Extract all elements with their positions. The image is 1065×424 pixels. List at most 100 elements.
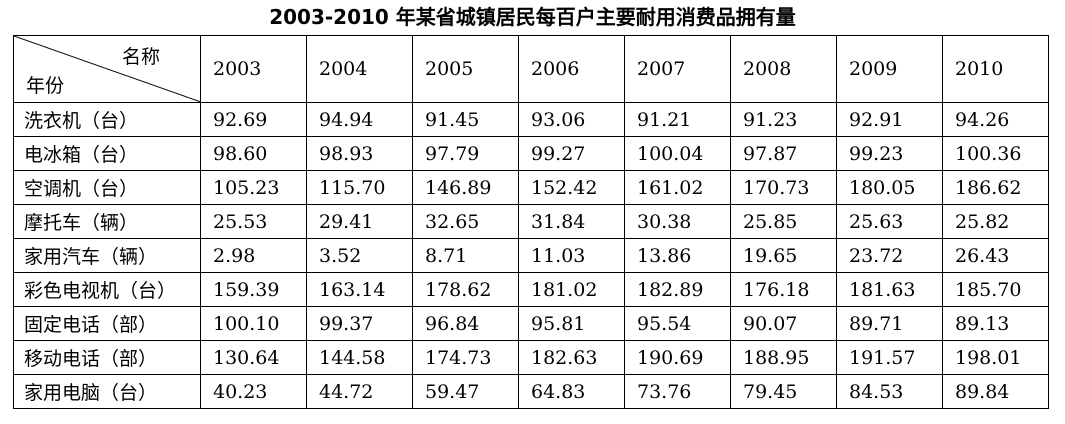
value-cell: 185.70 — [942, 272, 1049, 307]
value-cell: 11.03 — [518, 238, 625, 273]
value-cell: 115.70 — [306, 170, 413, 205]
table-row: 摩托车（辆） 25.53 29.41 32.65 31.84 30.38 25.85 25.6… — [13, 204, 1049, 239]
table-row: 洗衣机（台） 92.69 94.94 91.45 93.06 91.21 91.23 92.9… — [13, 102, 1049, 137]
value-cell: 91.45 — [412, 102, 519, 137]
value-cell: 186.62 — [942, 170, 1049, 205]
value-cell: 92.69 — [200, 102, 307, 137]
row-label: 摩托车（辆） — [13, 204, 201, 239]
value-cell: 96.84 — [412, 306, 519, 341]
value-cell: 25.85 — [730, 204, 837, 239]
value-cell: 94.94 — [306, 102, 413, 137]
value-cell: 182.89 — [624, 272, 731, 307]
value-cell: 100.04 — [624, 136, 731, 171]
value-cell: 94.26 — [942, 102, 1049, 137]
value-cell: 73.76 — [624, 374, 731, 409]
value-cell: 95.81 — [518, 306, 625, 341]
value-cell: 163.14 — [306, 272, 413, 307]
value-cell: 32.65 — [412, 204, 519, 239]
value-cell: 90.07 — [730, 306, 837, 341]
header-row: 名称 年份 2003 2004 2005 2006 2007 2008 2009… — [13, 35, 1049, 103]
value-cell: 91.23 — [730, 102, 837, 137]
value-cell: 23.72 — [836, 238, 943, 273]
row-label: 空调机（台） — [13, 170, 201, 205]
value-cell: 93.06 — [518, 102, 625, 137]
value-cell: 159.39 — [200, 272, 307, 307]
value-cell: 84.53 — [836, 374, 943, 409]
row-label: 移动电话（部） — [13, 340, 201, 375]
row-label: 彩色电视机（台） — [13, 272, 201, 307]
row-label: 家用电脑（台） — [13, 374, 201, 409]
value-cell: 98.60 — [200, 136, 307, 171]
table-row: 电冰箱（台） 98.60 98.93 97.79 99.27 100.04 97.87 99.… — [13, 136, 1049, 171]
value-cell: 8.71 — [412, 238, 519, 273]
value-cell: 180.05 — [836, 170, 943, 205]
value-cell: 26.43 — [942, 238, 1049, 273]
value-cell: 190.69 — [624, 340, 731, 375]
table-row: 家用电脑（台） 40.23 44.72 59.47 64.83 73.76 79.45 84.… — [13, 374, 1049, 409]
value-cell: 161.02 — [624, 170, 731, 205]
value-cell: 95.54 — [624, 306, 731, 341]
diagonal-line — [14, 36, 201, 102]
year-header: 2006 — [518, 35, 625, 103]
value-cell: 89.13 — [942, 306, 1049, 341]
table-row: 移动电话（部） 130.64 144.58 174.73 182.63 190.69 188… — [13, 340, 1049, 375]
corner-cell: 名称 年份 — [13, 35, 201, 103]
value-cell: 91.21 — [624, 102, 731, 137]
year-header: 2008 — [730, 35, 837, 103]
year-header: 2003 — [200, 35, 307, 103]
value-cell: 176.18 — [730, 272, 837, 307]
year-header: 2005 — [412, 35, 519, 103]
row-label: 固定电话（部） — [13, 306, 201, 341]
row-label: 洗衣机（台） — [13, 102, 201, 137]
value-cell: 99.23 — [836, 136, 943, 171]
value-cell: 170.73 — [730, 170, 837, 205]
value-cell: 174.73 — [412, 340, 519, 375]
value-cell: 100.10 — [200, 306, 307, 341]
data-table: 名称 年份 2003 2004 2005 2006 2007 2008 2009… — [13, 35, 1049, 409]
corner-top-label: 名称 — [121, 46, 160, 68]
corner-bottom-label: 年份 — [26, 75, 65, 97]
value-cell: 30.38 — [624, 204, 731, 239]
value-cell: 181.02 — [518, 272, 625, 307]
year-header: 2009 — [836, 35, 943, 103]
value-cell: 64.83 — [518, 374, 625, 409]
value-cell: 191.57 — [836, 340, 943, 375]
value-cell: 89.84 — [942, 374, 1049, 409]
value-cell: 25.82 — [942, 204, 1049, 239]
value-cell: 2.98 — [200, 238, 307, 273]
table-row: 家用汽车（辆） 2.98 3.52 8.71 11.03 13.86 19.65 23.72 2… — [13, 238, 1049, 273]
value-cell: 100.36 — [942, 136, 1049, 171]
value-cell: 79.45 — [730, 374, 837, 409]
value-cell: 105.23 — [200, 170, 307, 205]
value-cell: 99.27 — [518, 136, 625, 171]
value-cell: 97.87 — [730, 136, 837, 171]
value-cell: 59.47 — [412, 374, 519, 409]
row-label: 电冰箱（台） — [13, 136, 201, 171]
value-cell: 25.63 — [836, 204, 943, 239]
value-cell: 152.42 — [518, 170, 625, 205]
value-cell: 3.52 — [306, 238, 413, 273]
value-cell: 44.72 — [306, 374, 413, 409]
value-cell: 29.41 — [306, 204, 413, 239]
value-cell: 89.71 — [836, 306, 943, 341]
value-cell: 130.64 — [200, 340, 307, 375]
value-cell: 13.86 — [624, 238, 731, 273]
value-cell: 198.01 — [942, 340, 1049, 375]
value-cell: 182.63 — [518, 340, 625, 375]
table-title: 2003-2010 年某省城镇居民每百户主要耐用消费品拥有量 — [269, 5, 796, 29]
year-header: 2010 — [942, 35, 1049, 103]
value-cell: 178.62 — [412, 272, 519, 307]
value-cell: 144.58 — [306, 340, 413, 375]
value-cell: 40.23 — [200, 374, 307, 409]
value-cell: 25.53 — [200, 204, 307, 239]
table-row: 彩色电视机（台） 159.39 163.14 178.62 181.02 182.89 17… — [13, 272, 1049, 307]
value-cell: 98.93 — [306, 136, 413, 171]
value-cell: 146.89 — [412, 170, 519, 205]
value-cell: 181.63 — [836, 272, 943, 307]
table-row: 固定电话（部） 100.10 99.37 96.84 95.81 95.54 90.07 89… — [13, 306, 1049, 341]
value-cell: 19.65 — [730, 238, 837, 273]
row-label: 家用汽车（辆） — [13, 238, 201, 273]
table-row: 空调机（台） 105.23 115.70 146.89 152.42 161.02 170.… — [13, 170, 1049, 205]
value-cell: 92.91 — [836, 102, 943, 137]
value-cell: 188.95 — [730, 340, 837, 375]
